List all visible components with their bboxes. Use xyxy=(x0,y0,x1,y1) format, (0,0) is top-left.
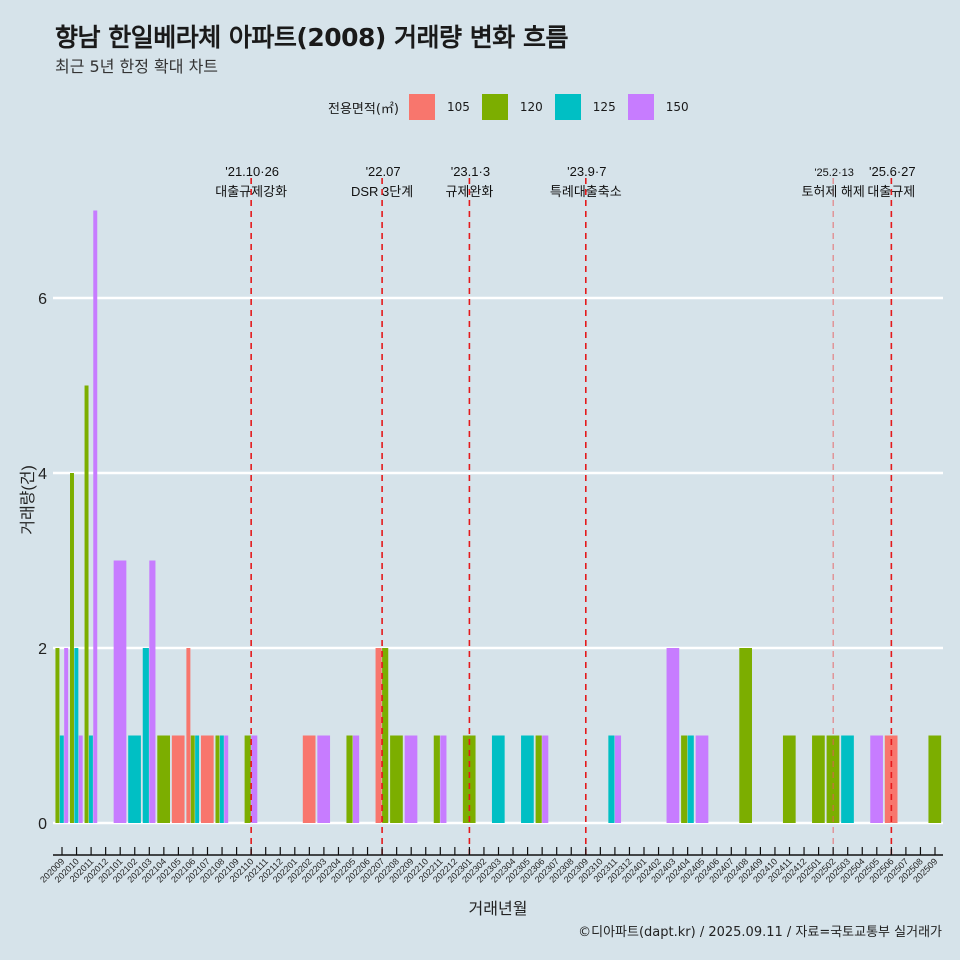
bar-105-202506 xyxy=(884,735,898,823)
chart-subtitle: 최근 5년 한정 확대 차트 xyxy=(55,57,219,76)
annotation-label: 대출규제강화 xyxy=(215,184,287,199)
annotation-date: '23.9·7 xyxy=(567,164,606,179)
y-axis-label: 거래량(건) xyxy=(19,465,37,535)
bar-120-202408 xyxy=(739,648,752,823)
legend-item-150: 150 xyxy=(627,94,689,120)
bar-150-202010 xyxy=(78,735,83,823)
bar-120-202104 xyxy=(157,735,170,823)
legend-title: 전용면적(㎡) xyxy=(328,101,399,117)
bar-150-202103 xyxy=(149,560,156,823)
annotation-date: '25.2·13 xyxy=(814,167,853,179)
bar-120-202411 xyxy=(782,735,796,823)
bar-150-202209 xyxy=(404,735,418,823)
legend-item-125: 125 xyxy=(554,94,616,120)
annotation-label: DSR 3단계 xyxy=(351,184,413,199)
bar-150-202009 xyxy=(64,648,69,823)
legend-swatch xyxy=(627,94,654,120)
caption: ©디아파트(dapt.kr) / 2025.09.11 / 자료=국토교통부 실… xyxy=(578,925,942,940)
legend-item-105: 105 xyxy=(408,94,470,120)
bar-125-202009 xyxy=(59,735,64,823)
bar-150-202306 xyxy=(542,735,549,823)
bar-105-202207 xyxy=(375,648,382,823)
bar-120-202502 xyxy=(826,735,840,823)
bar-120-202208 xyxy=(390,735,403,823)
bar-120-202010 xyxy=(70,473,74,823)
bar-125-202404 xyxy=(687,735,694,823)
bar-150-202110 xyxy=(251,735,258,823)
bar-150-202211 xyxy=(440,735,447,823)
bar-125-202311 xyxy=(608,735,615,823)
bar-120-202509 xyxy=(928,735,942,823)
bar-125-202010 xyxy=(74,648,79,823)
legend-swatch xyxy=(408,94,435,120)
bar-120-202301 xyxy=(462,735,476,823)
legend-label: 125 xyxy=(592,100,616,114)
bar-150-202403 xyxy=(666,648,680,823)
bar-125-202305 xyxy=(521,735,534,823)
annotation-label: 특례대출축소 xyxy=(550,184,622,199)
bar-105-202106 xyxy=(186,648,191,823)
y-tick-label: 2 xyxy=(38,641,47,658)
annotation-lines: '21.10·26 대출규제강화 '22.07 DSR 3단계 '23.1·3 규제완화 '… xyxy=(215,164,916,856)
legend-item-120: 120 xyxy=(481,94,543,120)
annotation-label: 규제완화 xyxy=(445,184,493,199)
bar-150-202203 xyxy=(317,735,331,823)
bar-125-202106 xyxy=(195,735,200,823)
bar-105-202202 xyxy=(302,735,316,823)
bar-150-202205 xyxy=(353,735,360,823)
bar-125-202011 xyxy=(88,735,93,823)
bar-125-202108 xyxy=(219,735,224,823)
legend-swatch xyxy=(481,94,508,120)
bar-120-202211 xyxy=(433,735,440,823)
annotation-date: '25.6·27 xyxy=(869,164,916,179)
bar-150-202101 xyxy=(113,560,127,823)
annotation-date: '22.07 xyxy=(366,164,401,179)
bar-120-202110 xyxy=(244,735,251,823)
bar-120-202108 xyxy=(215,735,220,823)
bar-120-202009 xyxy=(55,648,60,823)
bar-125-202303 xyxy=(491,735,505,823)
legend-label: 120 xyxy=(519,100,543,114)
bar-150-202405 xyxy=(695,735,709,823)
bar-120-202306 xyxy=(535,735,542,823)
annotation-date: '21.10·26 xyxy=(225,164,279,179)
bar-120-202205 xyxy=(346,735,353,823)
bar-105-202105 xyxy=(171,735,185,823)
bar-125-202103 xyxy=(142,648,149,823)
annotation-label: 대출규제 xyxy=(867,184,915,199)
bar-120-202011 xyxy=(84,385,89,823)
y-tick-label: 4 xyxy=(38,466,47,483)
bar-150-202108 xyxy=(224,735,229,823)
bar-120-202207 xyxy=(382,648,389,823)
x-axis-label: 거래년월 xyxy=(469,900,528,918)
legend-label: 105 xyxy=(446,100,470,114)
annotation-date: '23.1·3 xyxy=(451,164,490,179)
bar-150-202311 xyxy=(614,735,622,823)
legend: 전용면적(㎡) 105 120 125 150 xyxy=(328,93,701,121)
bar-150-202505 xyxy=(870,735,883,823)
legend-swatch xyxy=(554,94,581,120)
bar-120-202501 xyxy=(812,735,825,823)
bar-150-202011 xyxy=(93,210,98,823)
bar-125-202102 xyxy=(128,735,141,823)
x-axis: 2020092020102020112020122021012021022021… xyxy=(38,847,943,885)
legend-label: 150 xyxy=(665,100,689,114)
bar-120-202404 xyxy=(681,735,688,823)
bar-125-202503 xyxy=(841,735,854,823)
y-tick-label: 0 xyxy=(38,816,47,833)
y-tick-label: 6 xyxy=(38,291,47,308)
bars xyxy=(55,210,942,823)
annotation-label: 토허제 해제 xyxy=(801,184,864,199)
chart-title: 향남 한일베라체 아파트(2008) 거래량 변화 흐름 xyxy=(55,23,568,52)
bar-120-202106 xyxy=(190,735,195,823)
y-axis: 0 2 4 6 xyxy=(38,291,47,833)
bar-105-202107 xyxy=(200,735,214,823)
